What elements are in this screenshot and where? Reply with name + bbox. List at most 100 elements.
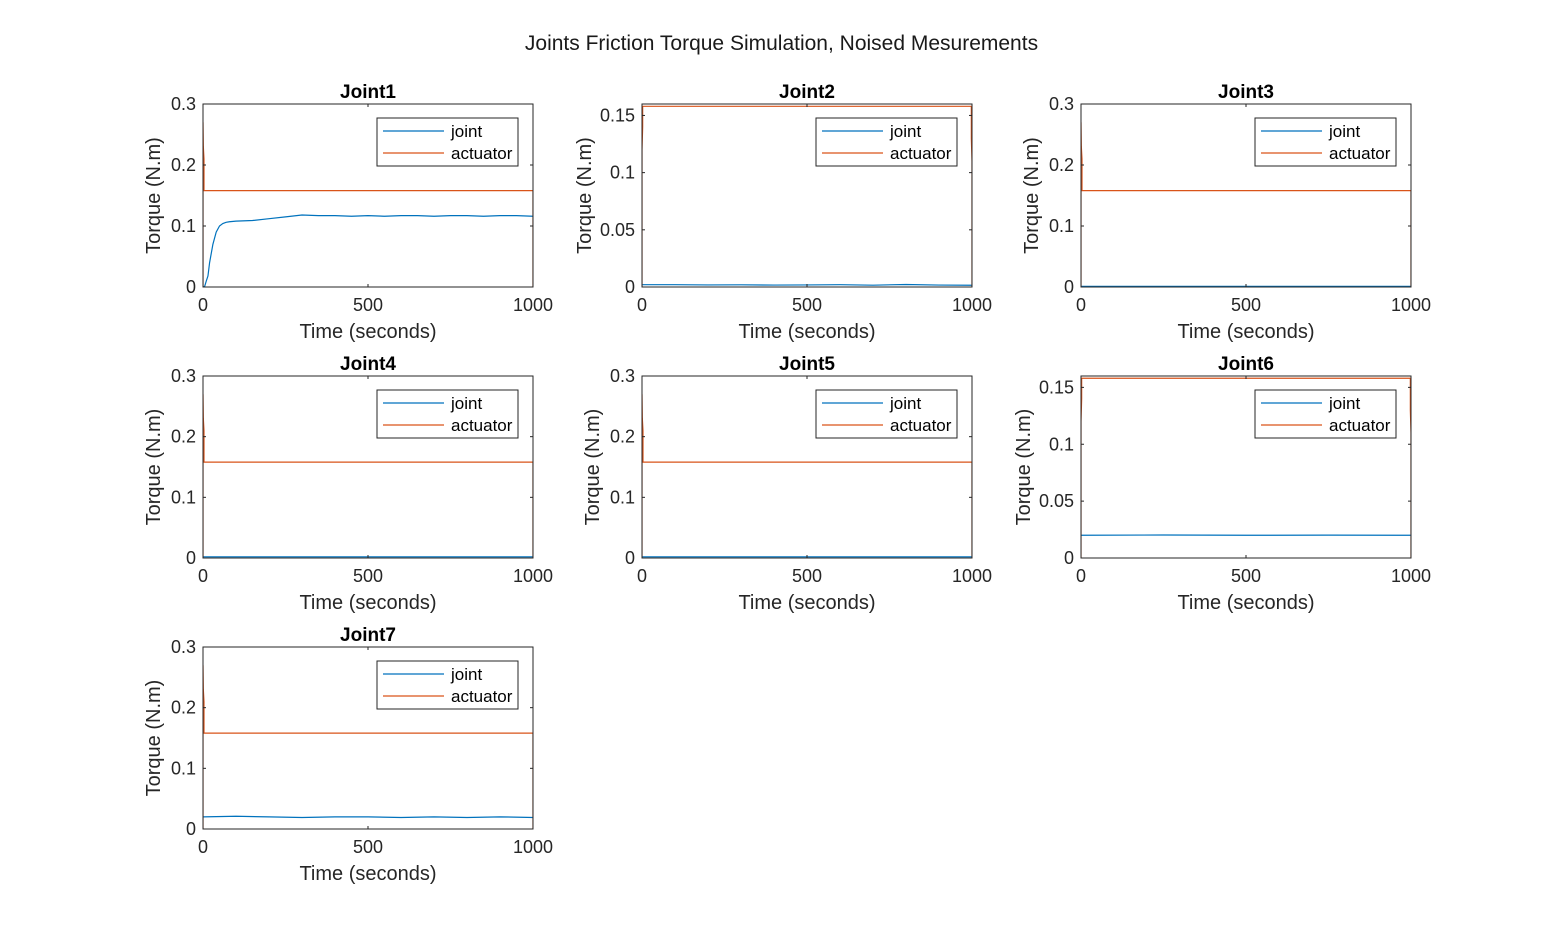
legend-label-joint: joint [450, 665, 482, 684]
x-tick-label: 500 [353, 295, 383, 315]
legend: joint actuator [815, 117, 958, 167]
legend-label-actuator: actuator [1329, 416, 1391, 435]
y-tick-label: 0.3 [171, 94, 196, 114]
subplot-title: Joint2 [779, 82, 835, 103]
y-axis-label: Torque (N.m) [143, 137, 165, 254]
series-line-joint [203, 214, 533, 287]
y-tick-label: 0.2 [171, 155, 196, 175]
y-tick-label: 0.3 [1049, 94, 1074, 114]
subplot-2: 0 500 1000 0 0.05 0.1 0.15 Joint2 Time (seconds)… [574, 82, 992, 343]
y-tick-label: 0.05 [1039, 491, 1074, 511]
legend-label-actuator: actuator [890, 144, 952, 163]
series-line-actuator [203, 122, 533, 287]
subplot-3: 0 500 1000 0 0.1 0.2 0.3 Joint3 Time (seconds) To… [1021, 82, 1431, 343]
x-tick-label: 0 [637, 295, 647, 315]
subplot-6: 0 500 1000 0 0.05 0.1 0.15 Joint6 Time (seconds)… [1013, 354, 1431, 614]
x-tick-label: 500 [1231, 566, 1261, 586]
legend: joint actuator [376, 660, 519, 710]
y-tick-label: 0 [1064, 277, 1074, 297]
x-tick-label: 0 [198, 566, 208, 586]
y-tick-label: 0 [186, 819, 196, 839]
figure-title: Joints Friction Torque Simulation, Noise… [524, 32, 1039, 55]
y-tick-label: 0.2 [171, 427, 196, 447]
legend-box [1254, 117, 1397, 167]
y-tick-label: 0.05 [600, 220, 635, 240]
subplot-title: Joint5 [779, 354, 835, 375]
x-tick-label: 500 [792, 295, 822, 315]
series-line-actuator [642, 394, 972, 558]
legend-box [815, 389, 958, 439]
legend-box [1254, 389, 1397, 439]
x-tick-label: 0 [198, 295, 208, 315]
y-tick-label: 0 [186, 548, 196, 568]
x-tick-label: 1000 [952, 295, 992, 315]
legend-label-actuator: actuator [451, 144, 513, 163]
y-tick-label: 0.15 [600, 105, 635, 125]
subplot-title: Joint6 [1218, 354, 1274, 375]
x-tick-label: 0 [198, 837, 208, 857]
x-tick-label: 1000 [513, 295, 553, 315]
legend: joint actuator [815, 389, 958, 439]
y-tick-label: 0.15 [1039, 377, 1074, 397]
y-tick-label: 0.2 [1049, 155, 1074, 175]
legend-box [376, 117, 519, 167]
legend-label-joint: joint [1328, 394, 1360, 413]
y-axis-label: Torque (N.m) [1013, 409, 1035, 526]
x-axis-label: Time (seconds) [299, 863, 436, 885]
y-axis-label: Torque (N.m) [1021, 137, 1043, 254]
series-group [203, 122, 533, 287]
x-axis-label: Time (seconds) [1177, 321, 1314, 343]
y-tick-label: 0.1 [171, 216, 196, 236]
legend-box [376, 660, 519, 710]
legend: joint actuator [1254, 117, 1397, 167]
series-group [203, 665, 533, 829]
subplot-5: 0 500 1000 0 0.1 0.2 0.3 Joint5 Time (seconds) To… [582, 354, 992, 614]
x-tick-label: 0 [1076, 566, 1086, 586]
legend: joint actuator [376, 117, 519, 167]
y-axis-label: Torque (N.m) [574, 137, 596, 254]
series-line-actuator [1081, 122, 1411, 287]
legend-label-joint: joint [889, 394, 921, 413]
x-axis-label: Time (seconds) [738, 592, 875, 614]
series-line-actuator [203, 665, 533, 829]
legend-label-actuator: actuator [451, 687, 513, 706]
x-tick-label: 500 [353, 837, 383, 857]
x-axis-label: Time (seconds) [299, 321, 436, 343]
y-tick-label: 0.1 [610, 163, 635, 183]
legend-label-actuator: actuator [451, 416, 513, 435]
subplot-title: Joint4 [340, 354, 396, 375]
series-line-actuator [203, 394, 533, 558]
legend-box [815, 117, 958, 167]
y-tick-label: 0.3 [171, 366, 196, 386]
y-tick-label: 0.1 [1049, 434, 1074, 454]
y-tick-label: 0.1 [1049, 216, 1074, 236]
y-axis-label: Torque (N.m) [143, 680, 165, 797]
y-tick-label: 0.2 [610, 427, 635, 447]
y-tick-label: 0 [625, 548, 635, 568]
x-axis-label: Time (seconds) [299, 592, 436, 614]
y-tick-label: 0.3 [171, 637, 196, 657]
subplot-title: Joint3 [1218, 82, 1274, 103]
y-tick-label: 0.1 [171, 487, 196, 507]
x-tick-label: 500 [792, 566, 822, 586]
subplot-7: 0 500 1000 0 0.1 0.2 0.3 Joint7 Time (seconds) To… [143, 625, 553, 885]
legend-label-actuator: actuator [1329, 144, 1391, 163]
x-tick-label: 1000 [952, 566, 992, 586]
x-tick-label: 1000 [513, 837, 553, 857]
legend-label-joint: joint [450, 394, 482, 413]
x-tick-label: 500 [353, 566, 383, 586]
y-tick-label: 0 [1064, 548, 1074, 568]
legend-label-joint: joint [450, 122, 482, 141]
y-tick-label: 0 [186, 277, 196, 297]
y-axis-label: Torque (N.m) [143, 409, 165, 526]
series-line-joint [203, 815, 533, 819]
y-tick-label: 0 [625, 277, 635, 297]
y-tick-label: 0.1 [171, 758, 196, 778]
subplot-title: Joint1 [340, 82, 396, 103]
legend-label-actuator: actuator [890, 416, 952, 435]
y-tick-label: 0.2 [171, 698, 196, 718]
x-tick-label: 0 [637, 566, 647, 586]
x-tick-label: 1000 [1391, 295, 1431, 315]
